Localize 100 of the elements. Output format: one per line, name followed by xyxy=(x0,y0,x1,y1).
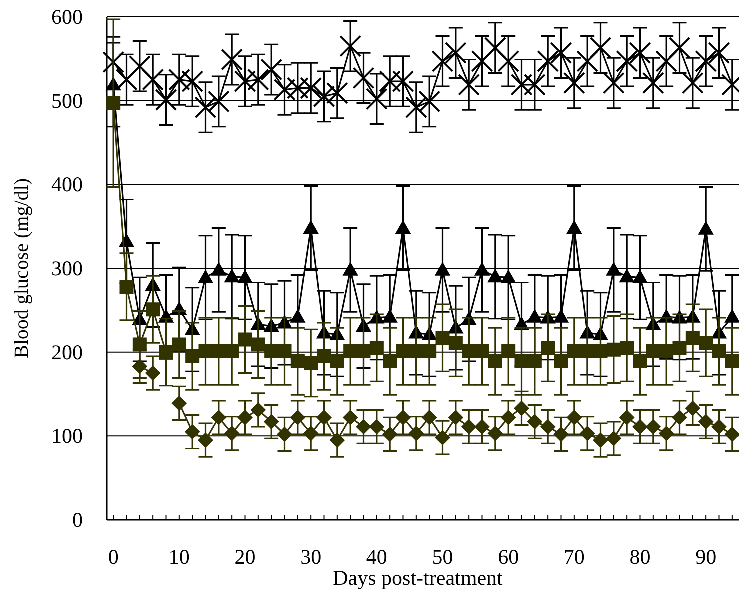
point xyxy=(250,402,266,418)
point xyxy=(128,55,151,78)
point xyxy=(356,419,372,434)
point xyxy=(409,344,424,358)
point xyxy=(224,426,240,442)
point xyxy=(238,332,252,347)
point xyxy=(501,410,516,426)
point xyxy=(212,344,226,358)
point xyxy=(356,344,371,358)
point xyxy=(620,341,634,356)
x-tick-label: 10 xyxy=(168,545,190,569)
y-tick-label: 500 xyxy=(52,88,83,113)
point xyxy=(221,48,244,71)
point xyxy=(278,344,292,358)
point xyxy=(146,302,160,317)
point xyxy=(448,336,463,350)
point xyxy=(382,310,398,323)
point xyxy=(672,341,687,356)
point xyxy=(606,342,621,357)
point xyxy=(458,74,480,96)
point xyxy=(448,410,464,426)
point xyxy=(382,426,398,442)
point xyxy=(698,414,714,430)
point xyxy=(527,310,542,323)
y-tick-label: 200 xyxy=(52,340,83,364)
point xyxy=(471,50,494,72)
point xyxy=(524,74,546,96)
point xyxy=(185,424,200,440)
point xyxy=(541,341,556,356)
point xyxy=(593,432,608,448)
point xyxy=(146,366,161,381)
point xyxy=(120,280,134,294)
point xyxy=(698,222,714,235)
point xyxy=(194,96,217,119)
point xyxy=(330,432,345,448)
point xyxy=(290,310,306,323)
x-tick-label: 50 xyxy=(432,545,454,569)
point xyxy=(660,344,674,358)
point xyxy=(435,262,450,276)
point xyxy=(685,401,700,416)
point xyxy=(264,344,279,358)
point xyxy=(340,35,362,58)
point xyxy=(566,410,582,426)
point xyxy=(475,344,490,358)
point xyxy=(422,410,438,426)
point xyxy=(234,70,256,93)
point xyxy=(366,88,388,110)
point xyxy=(554,310,569,323)
point xyxy=(632,270,648,284)
point xyxy=(620,410,635,426)
point xyxy=(396,344,410,358)
x-tick-label: 20 xyxy=(234,545,256,569)
point xyxy=(606,431,622,446)
point xyxy=(418,90,441,113)
y-axis-title: Blood glucose (mg/dl) xyxy=(11,178,33,358)
point xyxy=(159,345,174,360)
point xyxy=(435,430,450,446)
point xyxy=(290,354,305,369)
point xyxy=(238,410,253,426)
point xyxy=(286,77,309,100)
point xyxy=(316,410,332,426)
point xyxy=(474,262,490,276)
point xyxy=(629,42,652,64)
point xyxy=(168,68,190,91)
point xyxy=(616,50,638,72)
point xyxy=(656,50,678,72)
point xyxy=(304,356,318,370)
point xyxy=(142,68,164,91)
point xyxy=(396,220,411,234)
point xyxy=(554,354,568,369)
point xyxy=(514,401,530,416)
point xyxy=(488,354,502,369)
point xyxy=(198,344,213,358)
point xyxy=(379,70,402,93)
point xyxy=(580,344,595,358)
point xyxy=(317,350,332,364)
point xyxy=(290,410,306,426)
point xyxy=(502,344,516,358)
point xyxy=(708,42,730,64)
point xyxy=(313,86,336,108)
point xyxy=(576,50,599,72)
point xyxy=(116,68,138,91)
point xyxy=(260,58,283,81)
point xyxy=(474,419,490,434)
y-tick-label: 400 xyxy=(52,172,83,197)
point xyxy=(527,414,542,430)
point xyxy=(247,68,270,91)
y-tick-label: 300 xyxy=(52,256,83,280)
point xyxy=(186,350,200,364)
point xyxy=(620,269,635,283)
point xyxy=(646,344,660,358)
point xyxy=(172,338,186,352)
point xyxy=(540,419,556,434)
point xyxy=(326,82,348,104)
point xyxy=(264,414,280,430)
point xyxy=(580,426,596,442)
point xyxy=(462,419,477,434)
point xyxy=(488,269,503,283)
point xyxy=(343,262,358,276)
point xyxy=(408,426,424,442)
